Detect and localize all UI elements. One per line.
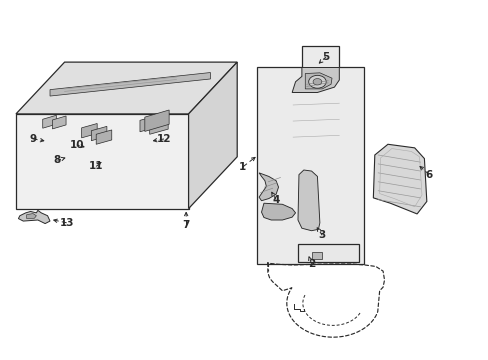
Polygon shape (372, 144, 426, 214)
Polygon shape (81, 123, 97, 138)
Text: 12: 12 (157, 134, 171, 144)
Polygon shape (291, 67, 339, 93)
Text: 3: 3 (318, 230, 325, 240)
Polygon shape (42, 115, 56, 128)
Text: 6: 6 (425, 170, 432, 180)
Text: 7: 7 (182, 220, 189, 230)
Circle shape (308, 75, 325, 88)
Polygon shape (261, 203, 295, 220)
Polygon shape (27, 213, 36, 219)
Text: 10: 10 (69, 140, 84, 150)
Text: 9: 9 (29, 134, 37, 144)
Polygon shape (144, 110, 169, 131)
Polygon shape (188, 62, 237, 208)
Polygon shape (311, 252, 322, 259)
Polygon shape (16, 62, 237, 114)
Polygon shape (91, 126, 107, 141)
Text: 11: 11 (89, 161, 103, 171)
Polygon shape (149, 118, 168, 134)
Polygon shape (305, 73, 331, 89)
Text: 4: 4 (272, 195, 279, 204)
Polygon shape (140, 115, 158, 132)
Polygon shape (96, 130, 112, 144)
Text: 13: 13 (60, 218, 74, 228)
Polygon shape (259, 173, 278, 201)
Circle shape (312, 78, 321, 85)
Polygon shape (50, 72, 210, 96)
Polygon shape (16, 114, 188, 208)
Polygon shape (297, 244, 358, 262)
Text: 5: 5 (322, 52, 329, 62)
Polygon shape (19, 210, 50, 224)
Polygon shape (297, 170, 319, 231)
Polygon shape (256, 46, 363, 264)
Text: 8: 8 (54, 156, 61, 165)
Text: 2: 2 (307, 259, 315, 269)
Polygon shape (52, 116, 66, 129)
Text: 1: 1 (238, 162, 245, 172)
